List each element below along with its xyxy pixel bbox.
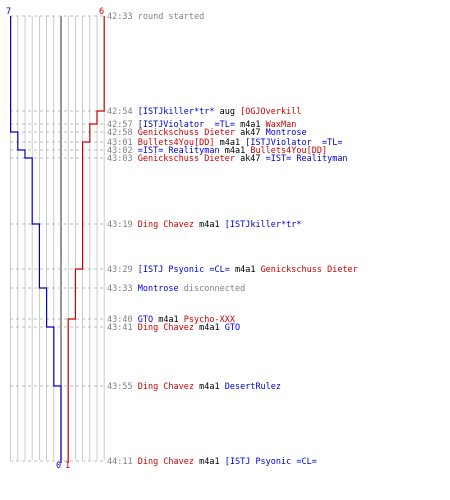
event-entry: 44:11 Ding Chavez m4a1 [ISTJ Psyonic =CL… [107,457,317,467]
player-name: [OGJOverkill [240,107,301,117]
weapon-name: m4a1 [220,146,251,156]
weapon-name: m4a1 [194,220,225,230]
event-entry: 43:02 =IST= Realityman m4a1 Bullets4You[… [107,146,327,156]
weapon-name: ak47 [235,128,266,138]
player-name: Genickschuss Dieter [138,128,235,138]
event-timestamp: 43:55 [107,382,133,392]
event-log: 42:33 round started 42:54 [ISTJkiller*tr*… [107,12,358,467]
event-timestamp: 43:41 [107,323,133,333]
weapon-name: aug [214,107,240,117]
player-name: WaxMan [266,120,297,130]
weapon-name: m4a1 [153,315,184,325]
player-name: DesertRulez [225,382,281,392]
player-name: GTO [138,315,153,325]
player-name: [ISTJ Psyonic =CL= [138,265,230,275]
player-name: Ding Chavez [138,457,194,467]
weapon-name: m4a1 [214,138,245,148]
player-name: =IST= Realityman [266,154,348,164]
player-name: Bullets4You[DD] [138,138,215,148]
player-name: [ISTJkiller*tr* [225,220,302,230]
event-timestamp: 43:02 [107,146,133,156]
event-timestamp: 43:03 [107,154,133,164]
blue-end-count: 0 [56,461,61,471]
weapon-name: m4a1 [194,457,225,467]
weapon-name: m4a1 [230,265,261,275]
event-timestamp: 43:33 [107,284,133,294]
event-timestamp: 44:11 [107,457,133,467]
event-entry: 43:40 GTO m4a1 Psycho-XXX [107,315,236,325]
event-message: disconnected [179,284,246,294]
player-name: Ding Chavez [138,220,194,230]
blue-team-line [10,16,62,463]
event-timestamp: 43:19 [107,220,133,230]
team-lines [10,16,105,463]
red-start-count: 6 [99,7,104,17]
event-timestamp: 42:33 [107,12,133,22]
player-name: Montrose [266,128,307,138]
player-name: GTO [225,323,240,333]
event-entry: 42:33 round started [107,12,204,22]
player-name: [ISTJViolator =TL= [245,138,342,148]
event-entry: 43:19 Ding Chavez m4a1 [ISTJkiller*tr* [107,220,302,230]
player-name: Ding Chavez [138,382,194,392]
weapon-name: m4a1 [235,120,266,130]
event-entry: 43:41 Ding Chavez m4a1 GTO [107,323,240,333]
player-name: Montrose [138,284,179,294]
event-entry: 43:33 Montrose disconnected [107,284,245,294]
event-timestamp: 43:01 [107,138,133,148]
player-name: Psycho-XXX [184,315,236,325]
weapon-name: ak47 [235,154,266,164]
red-end-count: 1 [65,461,70,471]
player-name: Genickschuss Dieter [261,265,358,275]
event-entry: 43:29 [ISTJ Psyonic =CL= m4a1 Genickschu… [107,265,358,275]
event-entry: 43:03 Genickschuss Dieter ak47 =IST= Rea… [107,154,348,164]
event-entry: 43:01 Bullets4You[DD] m4a1 [ISTJViolator… [107,138,342,148]
player-name: Ding Chavez [138,323,194,333]
player-name: =IST= Realityman [138,146,220,156]
event-timestamp: 42:57 [107,120,133,130]
player-name: [ISTJ Psyonic =CL= [225,457,317,467]
weapon-name: m4a1 [194,323,225,333]
event-message: round started [138,12,205,22]
player-name: [ISTJkiller*tr* [138,107,215,117]
blue-start-count: 7 [6,7,11,17]
player-name: [ISTJViolator =TL= [138,120,235,130]
player-grid [10,16,105,460]
event-entry: 43:55 Ding Chavez m4a1 DesertRulez [107,382,281,392]
weapon-name: m4a1 [194,382,225,392]
event-timestamp: 43:29 [107,265,133,275]
event-entry: 42:54 [ISTJkiller*tr* aug [OGJOverkill [107,107,302,117]
event-timestamp: 43:40 [107,315,133,325]
red-team-line [67,16,105,463]
event-timestamp: 42:54 [107,107,133,117]
event-entry: 42:57 [ISTJViolator =TL= m4a1 WaxMan [107,120,296,130]
player-name: Bullets4You[DD] [250,146,327,156]
player-name: Genickschuss Dieter [138,154,235,164]
event-entry: 42:58 Genickschuss Dieter ak47 Montrose [107,128,307,138]
event-timestamp: 42:58 [107,128,133,138]
